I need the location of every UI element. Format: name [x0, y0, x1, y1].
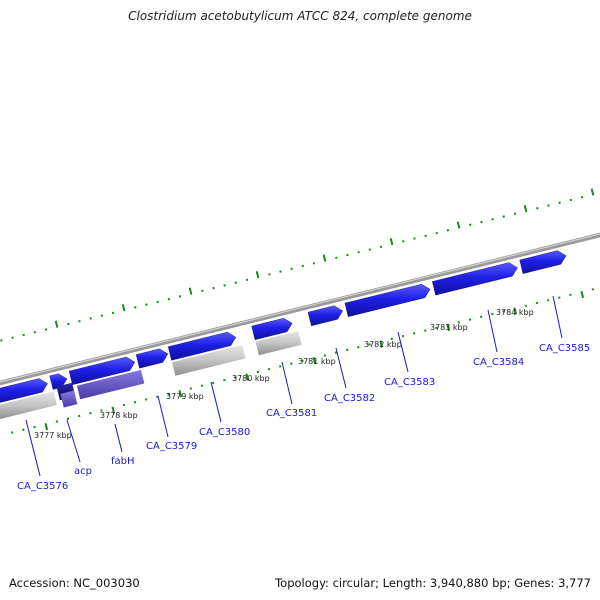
gene-label-leader	[281, 361, 293, 405]
gene-ca-c3585-forward	[519, 250, 567, 274]
gene-label: CA_C3583	[384, 377, 435, 388]
outer-tick	[389, 237, 394, 246]
gene-label-leader	[487, 309, 498, 353]
outer-tick	[322, 254, 327, 262]
gene-label: CA_C3576	[17, 481, 68, 492]
kbp-label: 3782 kbp	[364, 340, 402, 349]
kbp-label: 3777 kbp	[34, 431, 72, 440]
gene-reverse-1	[0, 391, 57, 420]
gene-label: CA_C3585	[539, 343, 590, 354]
gene-label-leader	[210, 381, 222, 423]
outer-tick	[523, 204, 528, 213]
map-title: Clostridium acetobutylicum ATCC 824, com…	[128, 9, 472, 23]
gene-label: CA_C3580	[199, 427, 250, 438]
outer-tick	[456, 221, 461, 229]
kbp-label: 3778 kbp	[100, 411, 138, 420]
gene-label-leader	[114, 423, 123, 453]
gene-label: acp	[74, 466, 92, 477]
gene-ca-c3582-forward	[307, 305, 343, 327]
inner-tick	[111, 406, 116, 414]
inner-tick	[178, 389, 183, 398]
backbone-line	[0, 232, 600, 386]
gene-ca-c3581-reverse	[255, 331, 302, 356]
gene-label-leader	[66, 419, 81, 463]
inner-tick	[580, 290, 585, 299]
kbp-label: 3780 kbp	[232, 374, 270, 383]
outer-tick-ring	[0, 188, 595, 342]
gene-ca-c3578-forward	[135, 348, 169, 369]
gene-label: CA_C3582	[324, 393, 375, 404]
outer-tick	[188, 287, 193, 295]
kbp-label: 3783 kbp	[430, 323, 468, 332]
gene-label-leader	[25, 419, 41, 477]
gene-label: fabH	[111, 456, 135, 467]
gene-label-leader	[397, 331, 409, 373]
kbp-label: 3784 kbp	[496, 308, 534, 317]
inner-tick-ring	[11, 288, 595, 434]
gene-label-leader	[552, 295, 563, 339]
outer-tick	[54, 320, 59, 328]
backbone-highlight	[0, 233, 600, 383]
gene-features	[0, 250, 567, 420]
kbp-label: 3781 kbp	[298, 357, 336, 366]
gene-fabh	[76, 369, 145, 400]
accession-text: Accession: NC_003030	[9, 576, 140, 590]
gene-ca-c3580-reverse	[172, 345, 246, 376]
gene-label: CA_C3584	[473, 357, 524, 368]
gene-label: CA_C3581	[266, 408, 317, 419]
kbp-label: 3779 kbp	[166, 392, 204, 401]
topology-text: Topology: circular; Length: 3,940,880 bp…	[275, 576, 591, 590]
outer-tick	[255, 271, 260, 279]
outer-tick	[121, 304, 126, 312]
genome-backbone	[0, 232, 600, 386]
gene-ca-c3579-forward	[167, 331, 237, 361]
inner-tick	[379, 340, 384, 348]
gene-label: CA_C3579	[146, 441, 197, 452]
inner-tick	[513, 307, 518, 315]
gene-label-leader	[157, 395, 169, 438]
gene-ca-c3583-forward	[344, 283, 431, 317]
inner-tick	[245, 373, 250, 381]
inner-tick	[312, 356, 317, 365]
gene-acp-lower	[60, 390, 78, 408]
inner-tick	[446, 323, 451, 332]
inner-tick	[44, 423, 49, 431]
gene-ca-c3577-forward	[68, 356, 136, 385]
position-labels: 3777 kbp 3778 kbp 3779 kbp 3780 kbp 3781 kbp…	[34, 308, 534, 440]
gene-ca-c3581-forward	[251, 317, 293, 340]
gene-ca-c3584-forward	[432, 262, 518, 296]
outer-tick	[590, 188, 595, 196]
gene-ca-c3576-forward	[0, 378, 48, 403]
gene-label-leader	[335, 347, 347, 389]
